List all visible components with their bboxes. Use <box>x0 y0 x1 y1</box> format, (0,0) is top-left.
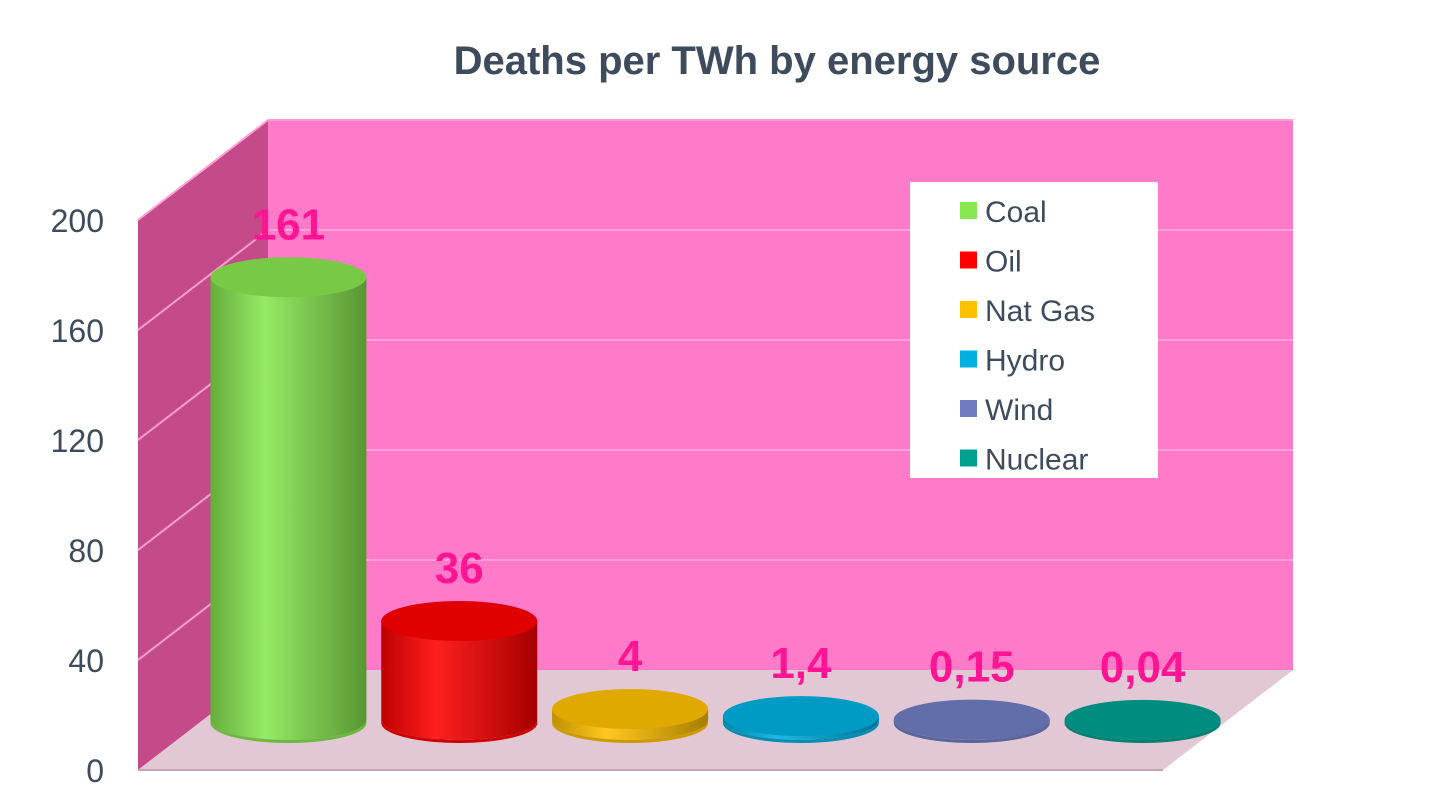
bar-body <box>210 277 367 740</box>
legend-box <box>910 182 1158 478</box>
y-axis-ticks: 0 40 80 120 160 200 <box>51 203 104 789</box>
bar-top <box>210 257 367 298</box>
bar-oil <box>381 601 538 743</box>
legend: Coal Oil Nat Gas Hydro Wind Nuclear <box>910 182 1158 478</box>
legend-label: Nat Gas <box>985 295 1095 328</box>
legend-label: Coal <box>985 196 1047 229</box>
y-tick-label: 80 <box>68 533 104 569</box>
legend-label: Oil <box>985 246 1022 279</box>
bar-body <box>381 621 538 740</box>
bar-hydro <box>722 696 879 743</box>
data-label: 36 <box>435 544 484 593</box>
legend-swatch <box>960 449 977 467</box>
legend-item: Coal <box>960 196 1047 229</box>
y-tick-label: 0 <box>86 753 104 789</box>
legend-item: Wind <box>960 394 1053 427</box>
data-label: 161 <box>252 200 325 249</box>
legend-label: Hydro <box>985 345 1065 378</box>
legend-swatch <box>960 251 977 269</box>
legend-label: Nuclear <box>985 444 1088 477</box>
data-label: 0,15 <box>929 643 1015 692</box>
legend-item: Nat Gas <box>960 295 1095 328</box>
bar-top <box>893 699 1050 740</box>
bar-top <box>1064 699 1221 740</box>
legend-item: Hydro <box>960 345 1065 378</box>
bar-wind <box>893 699 1050 743</box>
legend-label: Wind <box>985 394 1053 427</box>
y-tick-label: 200 <box>51 203 104 239</box>
legend-swatch <box>960 350 977 368</box>
gridline <box>137 119 1293 221</box>
y-tick-label: 120 <box>51 423 104 459</box>
bar-nuclear <box>1064 699 1221 743</box>
legend-item: Oil <box>960 246 1022 279</box>
data-labels: 161 36 4 1,4 0,15 0,04 <box>252 200 1186 692</box>
bar-nat-gas <box>552 689 709 743</box>
data-label: 0,04 <box>1100 643 1186 692</box>
bar-coal <box>210 257 367 743</box>
bar-top <box>722 696 879 737</box>
legend-swatch <box>960 202 977 219</box>
legend-item: Nuclear <box>960 444 1088 477</box>
y-tick-label: 40 <box>68 643 104 679</box>
bar-top <box>552 689 709 729</box>
y-tick-label: 160 <box>51 313 104 349</box>
legend-swatch <box>960 400 977 417</box>
bars <box>210 257 1221 743</box>
legend-swatch <box>960 301 977 318</box>
bar-top <box>381 601 538 641</box>
chart-title: Deaths per TWh by energy source <box>454 39 1101 83</box>
data-label: 1,4 <box>770 639 832 688</box>
data-label: 4 <box>618 632 643 681</box>
